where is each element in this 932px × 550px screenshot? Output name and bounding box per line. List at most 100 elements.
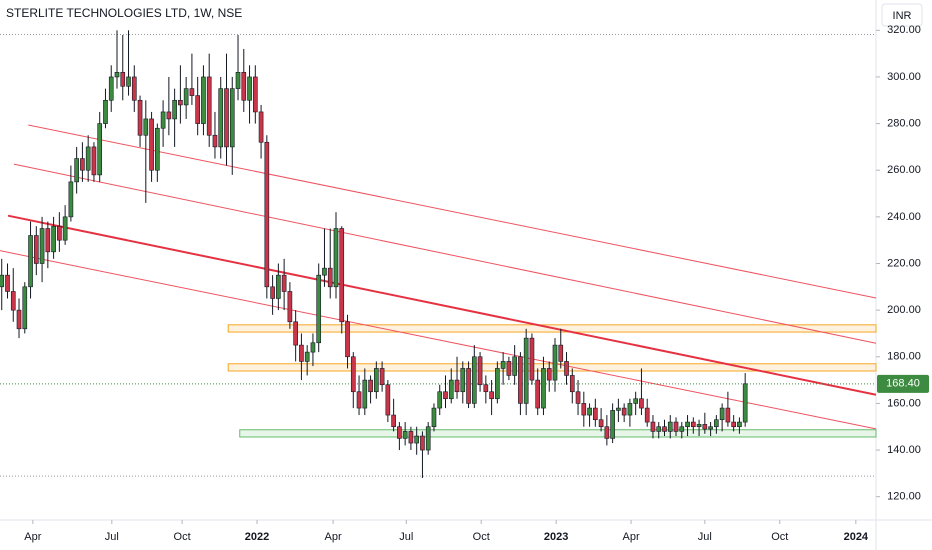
candle-body bbox=[656, 426, 662, 432]
candle-body bbox=[598, 419, 604, 428]
candle-body bbox=[160, 111, 166, 129]
x-tick-label: 2023 bbox=[544, 531, 568, 543]
candle-body bbox=[639, 398, 644, 409]
candle-body bbox=[523, 337, 529, 404]
candle-body bbox=[575, 391, 581, 404]
candle-body bbox=[247, 76, 252, 101]
candle-body bbox=[431, 407, 437, 428]
candle-body bbox=[402, 431, 408, 439]
candle-body bbox=[327, 267, 333, 288]
candle-body bbox=[610, 410, 615, 439]
candle-body bbox=[541, 368, 546, 409]
y-tick-label: 300.00 bbox=[887, 71, 921, 83]
candle-body bbox=[51, 225, 56, 253]
candle-body bbox=[443, 391, 448, 400]
price-axis-panel bbox=[876, 0, 932, 550]
candle-body bbox=[569, 375, 575, 393]
candle-body bbox=[546, 368, 552, 381]
y-tick-label: 240.00 bbox=[887, 211, 921, 223]
last-price-label: 168.40 bbox=[886, 378, 920, 390]
candle-body bbox=[258, 111, 264, 143]
candle-body bbox=[281, 274, 287, 292]
x-tick-label: Jul bbox=[105, 531, 119, 543]
candle-body bbox=[454, 379, 460, 393]
candle-body bbox=[714, 419, 719, 428]
candle-body bbox=[408, 431, 414, 444]
candle-body bbox=[57, 225, 62, 241]
candle-body bbox=[39, 228, 45, 264]
candle-body bbox=[616, 407, 621, 411]
candle-body bbox=[379, 368, 385, 386]
candle-body bbox=[224, 88, 229, 148]
x-tick-label: Jul bbox=[698, 531, 712, 543]
candle-body bbox=[690, 421, 696, 428]
y-tick-label: 180.00 bbox=[887, 351, 921, 363]
candle-body bbox=[593, 407, 598, 421]
zone bbox=[227, 363, 877, 372]
candle-body bbox=[506, 361, 512, 376]
x-tick-label: Oct bbox=[174, 531, 191, 543]
x-tick-label: Oct bbox=[473, 531, 490, 543]
y-tick-label: 280.00 bbox=[887, 117, 921, 129]
candle-body bbox=[725, 407, 731, 423]
candle-body bbox=[195, 95, 200, 124]
candle-body bbox=[276, 274, 281, 299]
candle-body bbox=[22, 286, 28, 330]
candle-body bbox=[477, 356, 483, 386]
candle-body bbox=[362, 379, 368, 409]
x-tick-label: Apr bbox=[325, 531, 342, 543]
currency-button[interactable] bbox=[881, 3, 923, 27]
candle-body bbox=[345, 321, 350, 358]
x-tick-label: Oct bbox=[771, 531, 788, 543]
candle-body bbox=[644, 407, 650, 423]
candle-body bbox=[218, 88, 224, 148]
trend-line bbox=[13, 163, 877, 344]
candle-body bbox=[333, 228, 339, 288]
candle-body bbox=[5, 274, 10, 292]
candle-body bbox=[304, 351, 310, 362]
candle-body bbox=[650, 421, 656, 432]
candle-body bbox=[535, 379, 541, 409]
candle-body bbox=[120, 71, 126, 87]
candle-body bbox=[270, 286, 275, 299]
candle-body bbox=[385, 384, 391, 416]
candle-body bbox=[264, 141, 270, 288]
currency-label[interactable]: INR bbox=[893, 10, 912, 22]
candle-body bbox=[137, 99, 143, 136]
candle-body bbox=[696, 424, 702, 428]
y-tick-label: 140.00 bbox=[887, 444, 921, 456]
trend-line bbox=[0, 250, 877, 430]
candle-body bbox=[719, 407, 725, 421]
candle-body bbox=[489, 391, 494, 400]
candle-body bbox=[558, 344, 564, 362]
candle-body bbox=[604, 426, 610, 439]
candle-body bbox=[28, 235, 33, 288]
candle-body bbox=[131, 76, 137, 101]
x-tick-label: 2024 bbox=[844, 531, 869, 543]
candle-body bbox=[356, 391, 362, 409]
y-tick-label: 220.00 bbox=[887, 257, 921, 269]
y-tick-label: 320.00 bbox=[887, 24, 921, 36]
candle-body bbox=[420, 435, 425, 451]
candle-body bbox=[391, 414, 396, 428]
candle-body bbox=[483, 384, 489, 393]
candle-body bbox=[235, 71, 241, 89]
y-tick-label: 260.00 bbox=[887, 164, 921, 176]
candle-body bbox=[512, 356, 517, 376]
candle-body bbox=[322, 267, 327, 276]
candle-body bbox=[212, 134, 218, 148]
candle-body bbox=[241, 71, 247, 101]
chart-title: STERLITE TECHNOLOGIES LTD, 1W, NSE bbox=[6, 6, 242, 20]
candle-body bbox=[471, 356, 477, 404]
candle-body bbox=[310, 342, 316, 353]
candle-body bbox=[708, 426, 713, 430]
candle-body bbox=[368, 379, 373, 393]
candle-body bbox=[737, 421, 742, 428]
candle-body bbox=[201, 76, 206, 124]
candle-body bbox=[679, 426, 685, 432]
candle-body bbox=[103, 99, 108, 124]
candle-body bbox=[667, 421, 673, 432]
candle-body bbox=[673, 421, 679, 432]
candle-body bbox=[45, 228, 51, 253]
